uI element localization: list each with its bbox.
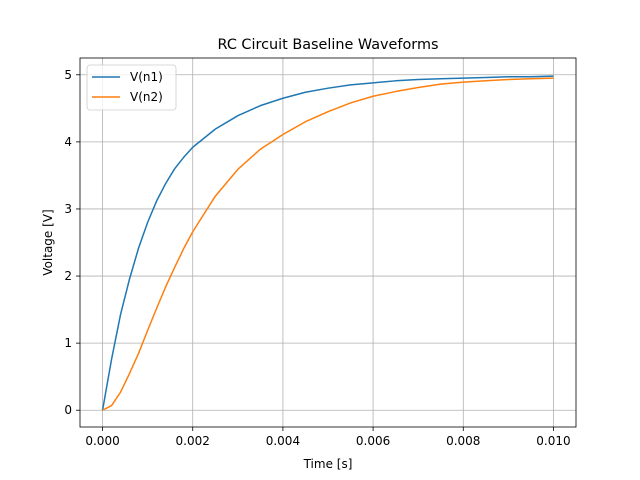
series-line-2 [102,77,554,411]
y-tick-label: 1 [64,336,72,350]
y-tick-label: 3 [64,202,72,216]
legend-label: V(n1) [130,70,163,84]
plot-frame [79,57,577,428]
grid [80,58,576,427]
y-tick-label: 4 [64,135,72,149]
x-tick-label: 0.002 [176,434,210,448]
x-tick-label: 0.000 [85,434,119,448]
legend-label: V(n2) [130,90,163,104]
legend: V(n1) V(n2) [86,64,177,111]
x-axis: 0.000 0.002 0.004 0.006 0.008 0.010 [85,427,571,448]
series-layer [101,75,554,411]
series-line-1 [101,75,554,411]
x-tick-label: 0.004 [266,434,300,448]
y-tick-label: 0 [64,403,72,417]
x-tick-label: 0.008 [446,434,480,448]
x-tick-label: 0.006 [356,434,390,448]
y-axis-label: Voltage [V] [41,209,55,275]
chart-title: RC Circuit Baseline Waveforms [218,37,439,53]
y-tick-label: 5 [64,68,72,82]
x-tick-label: 0.010 [536,434,570,448]
x-axis-label: Time [s] [303,457,353,471]
y-axis: 0 1 2 3 4 5 [64,68,80,417]
y-tick-label: 2 [64,269,72,283]
